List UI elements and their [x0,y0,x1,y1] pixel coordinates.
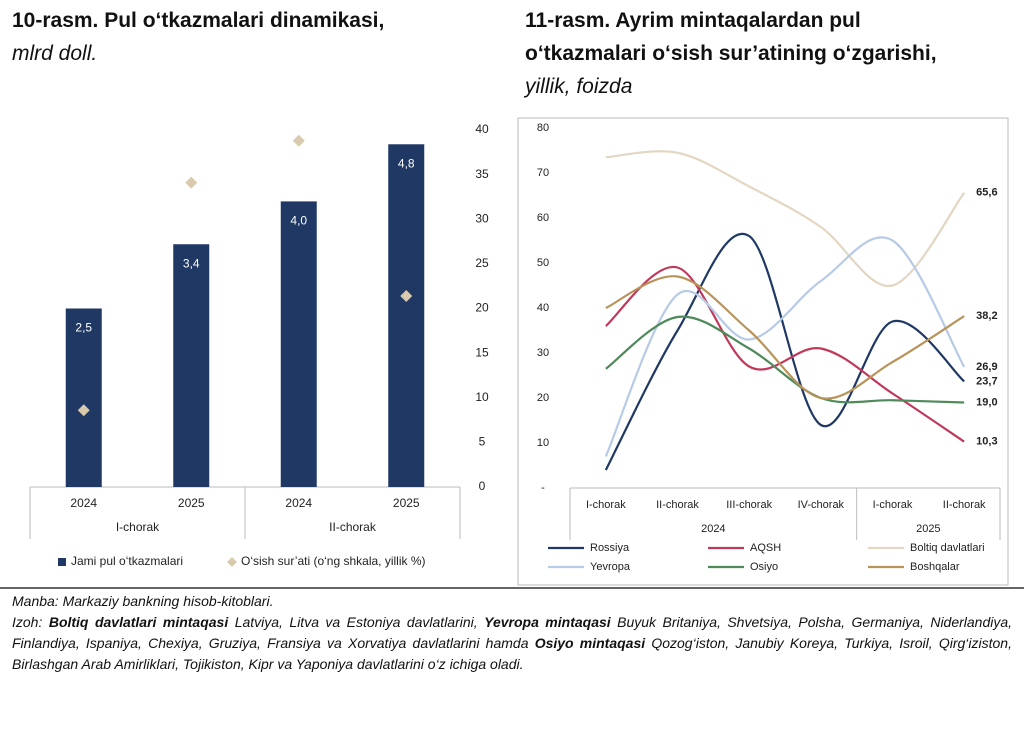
y2-tick-label: 25 [475,256,489,270]
x-tick-label: III-chorak [726,499,772,511]
y2-tick-label: 30 [475,211,489,225]
legend-label: AQSH [750,542,781,554]
y-tick-label: - [541,482,545,494]
note: Izoh: Boltiq davlatlari mintaqasi Latviy… [12,612,1012,675]
group-label: 2025 [916,523,940,535]
y2-tick-label: 35 [475,167,489,181]
y-tick-label: 50 [537,257,549,269]
value-label: 2,5 [75,321,92,335]
chart-title: 11-rasm. Ayrim mintaqalardan pul o‘tkazm… [525,9,937,65]
bar [173,244,210,487]
legend-label: Osiyo [750,561,778,573]
y2-tick-label: 5 [479,435,486,449]
value-label: 4,8 [398,156,415,170]
y-tick-label: 20 [537,392,549,404]
source: Manba: Markaziy bankning hisob-kitoblari… [12,593,274,609]
y-tick-label: 10 [537,437,549,449]
group-label: I-chorak [116,520,160,534]
value-label: 26,9 [976,361,997,373]
x-tick-label: 2025 [178,496,205,510]
x-tick-label: I-chorak [873,499,913,511]
line [605,275,965,400]
x-tick-label: 2024 [285,496,312,510]
x-tick-label: 2024 [70,496,97,510]
group-label: 2024 [701,523,725,535]
y-tick-label: 70 [537,167,549,179]
y2-tick-label: 40 [475,122,489,136]
note-part: Buyuk Britaniya, Shvetsiya, Polsha, Germ… [12,614,1013,651]
x-tick-label: II-chorak [943,499,986,511]
y-tick-label: 80 [537,122,549,134]
y2-tick-label: 10 [475,390,489,404]
y-tick-label: 60 [537,212,549,224]
marker [185,176,198,189]
marker [400,290,413,303]
chart-title-box: 11-rasm. Ayrim mintaqalardan pul o‘tkazm… [525,4,955,103]
group-label: II-chorak [329,520,377,534]
legend-label: Boshqalar [910,561,960,573]
note-part: Latviya, Litva va Estoniya davlatlarini, [234,614,478,630]
value-label: 19,0 [976,396,997,408]
marker [77,404,90,417]
notes: Manba: Markaziy bankning hisob-kitoblari… [12,591,1012,675]
line [605,315,965,404]
bar [388,144,425,487]
y-tick-label: 30 [537,347,549,359]
x-tick-label: I-chorak [586,499,626,511]
legend-label: O‘sish sur’ati (o‘ng shkala, yillik %) [241,554,426,568]
legend-label: Jami pul o‘tkazmalari [71,554,183,568]
value-label: 65,6 [976,187,997,199]
x-tick-label: II-chorak [656,499,699,511]
chart-frame [517,117,1009,586]
chart-subtitle: mlrd doll. [12,42,98,65]
legend-marker [58,558,66,566]
bar [65,308,102,487]
bar [280,201,317,487]
x-tick-label: IV-chorak [798,499,845,511]
value-label: 3,4 [183,256,200,270]
value-label: 10,3 [976,436,997,448]
note-part: Yevropa mintaqasi [484,614,611,630]
line [604,232,965,471]
value-label: 23,7 [976,375,997,387]
chart-title: 10-rasm. Pul o‘tkazmalari dinamikasi, [12,9,385,32]
marker [292,134,305,147]
legend-label: Boltiq davlatlari [910,542,985,554]
chart-title-box: 10-rasm. Pul o‘tkazmalari dinamikasi, ml… [12,4,492,70]
value-label: 38,2 [976,310,997,322]
chart-subtitle: yillik, foizda [525,75,633,98]
y-tick-label: 40 [537,302,549,314]
legend-label: Yevropa [590,561,631,573]
y2-tick-label: 20 [475,301,489,315]
value-label: 4,0 [290,214,307,228]
note-part: Osiyo mintaqasi [534,635,646,651]
note-part: Boltiq davlatlari mintaqasi [48,614,229,630]
legend-marker [227,557,237,567]
y2-tick-label: 0 [479,479,486,493]
y2-tick-label: 15 [475,345,489,359]
note-part: Qozog‘iston, Janubiy Koreya, Turkiya, Is… [12,635,1012,672]
legend-label: Rossiya [590,542,630,554]
line [605,150,966,287]
line [604,236,966,457]
note-part: Izoh: [12,614,43,630]
x-tick-label: 2025 [393,496,420,510]
line [605,266,965,443]
